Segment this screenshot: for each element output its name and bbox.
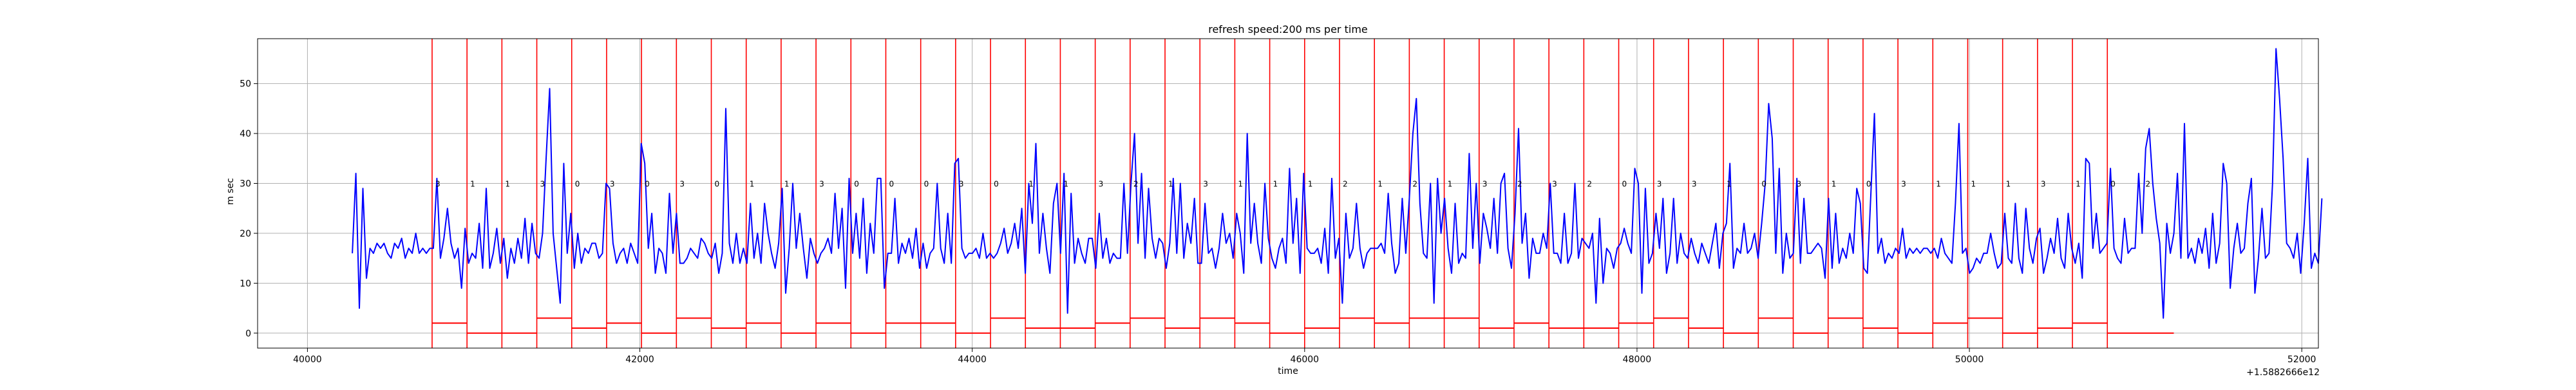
- section-label: 3: [1797, 180, 1802, 189]
- section-label: 3: [1552, 180, 1557, 189]
- section-label: 1: [1832, 180, 1837, 189]
- section-label: 3: [1657, 180, 1662, 189]
- y-tick-label: 20: [240, 229, 251, 239]
- section-label: 3: [679, 180, 685, 189]
- y-tick-label: 0: [245, 329, 251, 339]
- section-label: 2: [1133, 180, 1139, 189]
- section-label: 0: [645, 180, 650, 189]
- section-label: 1: [1273, 180, 1278, 189]
- section-label: 1: [1448, 180, 1453, 189]
- section-label: 0: [1761, 180, 1766, 189]
- section-label: 0: [715, 180, 720, 189]
- section-labels: 3 1 1 3 0 3 0 3 0 1 1 3 0 0 0 3 0 1 1 3 2 1 3 1 1 1 2 1 2 1 3 2 3 2 0 3 3 1 0 3…: [435, 180, 2150, 189]
- section-label: 3: [2041, 180, 2046, 189]
- section-label: 1: [1168, 180, 1173, 189]
- section-label: 1: [1063, 180, 1068, 189]
- section-label: 1: [1727, 180, 1732, 189]
- section-markers: [431, 39, 2174, 348]
- section-label: 1: [1378, 180, 1383, 189]
- section-label: 1: [1971, 180, 1976, 189]
- section-label: 2: [1412, 180, 1417, 189]
- x-offset-label: +1.5882666e12: [2246, 367, 2320, 378]
- section-label: 0: [854, 180, 859, 189]
- y-tick-label: 30: [240, 179, 251, 190]
- grid: [258, 39, 2318, 348]
- section-label: 1: [1238, 180, 1243, 189]
- section-label: 0: [1622, 180, 1627, 189]
- section-label: 3: [959, 180, 964, 189]
- y-tick-label: 50: [240, 79, 251, 90]
- section-label: 0: [994, 180, 999, 189]
- x-tick-label: 40000: [293, 355, 322, 365]
- section-label: 0: [1866, 180, 1871, 189]
- section-label: 0: [889, 180, 894, 189]
- y-tick-label: 10: [240, 278, 251, 289]
- section-label: 3: [1482, 180, 1488, 189]
- section-label: 1: [1028, 180, 1034, 189]
- section-label: 0: [575, 180, 580, 189]
- x-axis-label: time: [1278, 366, 1298, 376]
- section-label: 2: [1517, 180, 1522, 189]
- section-label: 3: [540, 180, 545, 189]
- section-label: 2: [1343, 180, 1348, 189]
- section-label: 0: [2110, 180, 2116, 189]
- section-label: 1: [2076, 180, 2081, 189]
- x-tick-label: 44000: [958, 355, 987, 365]
- x-tick-label: 42000: [625, 355, 654, 365]
- series-line: [352, 48, 2323, 319]
- plot-frame: [257, 38, 2319, 349]
- section-label: 3: [1203, 180, 1208, 189]
- section-label: 3: [819, 180, 824, 189]
- section-label: 1: [2006, 180, 2011, 189]
- section-label: 1: [470, 180, 475, 189]
- x-tick-label: 50000: [1955, 355, 1984, 365]
- section-label: 1: [505, 180, 510, 189]
- axis-ticks: 40000 42000 44000 46000 48000 50000 5200001020…: [240, 79, 2316, 365]
- x-tick-label: 48000: [1623, 355, 1652, 365]
- section-label: 3: [1692, 180, 1697, 189]
- section-label: 1: [750, 180, 755, 189]
- section-label: 3: [1901, 180, 1906, 189]
- section-label: 2: [1587, 180, 1592, 189]
- section-label: 3: [435, 180, 440, 189]
- y-tick-label: 40: [240, 129, 251, 139]
- section-label: 1: [1936, 180, 1941, 189]
- section-label: 3: [1099, 180, 1104, 189]
- series-area: [352, 48, 2323, 319]
- x-tick-label: 46000: [1291, 355, 1320, 365]
- x-tick-label: 52000: [2287, 355, 2316, 365]
- chart-title: refresh speed:200 ms per time: [1208, 23, 1368, 35]
- y-axis-label: m sec: [225, 178, 236, 205]
- section-label: 1: [784, 180, 790, 189]
- section-label: 3: [610, 180, 615, 189]
- section-label: 2: [2145, 180, 2150, 189]
- section-label: 0: [924, 180, 929, 189]
- section-label: 1: [1308, 180, 1313, 189]
